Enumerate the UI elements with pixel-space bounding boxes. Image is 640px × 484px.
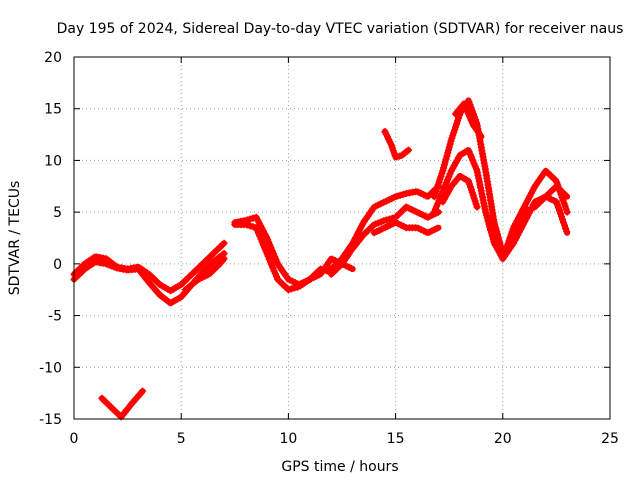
plus-markers [370, 219, 441, 237]
grid [74, 57, 610, 419]
plus-markers [430, 147, 506, 261]
series-track-9 [370, 219, 442, 237]
series-track-6 [231, 221, 335, 294]
plus-markers [452, 101, 484, 139]
series-track-14 [452, 100, 485, 140]
y-axis-label: SDTVAR / TECUs [7, 181, 23, 296]
plus-markers [327, 203, 442, 278]
series-track-4 [98, 387, 147, 421]
plus-markers [439, 173, 481, 211]
y-tick-label: -15 [39, 412, 62, 428]
x-tick-label: 10 [279, 431, 297, 447]
x-tick-label: 25 [601, 431, 619, 447]
series-track-13 [439, 172, 481, 211]
series-track-10 [381, 128, 412, 161]
y-tick-label: -10 [39, 360, 62, 376]
x-tick-label: 5 [177, 431, 186, 447]
y-tick-label: 5 [53, 205, 62, 221]
x-tick-label: 15 [387, 431, 405, 447]
plus-markers [231, 221, 334, 294]
x-tick-label: 20 [494, 431, 512, 447]
series-track-3 [182, 255, 228, 294]
ticks: 0 5 10 15 20 25 -15 -10 -5 0 5 10 15 20 [39, 50, 619, 447]
chart-title: Day 195 of 2024, Sidereal Day-to-day VTE… [57, 21, 624, 37]
y-tick-label: 20 [44, 50, 62, 66]
plus-markers [381, 128, 412, 161]
y-tick-label: -5 [48, 309, 62, 325]
plus-markers [182, 255, 228, 294]
x-tick-label: 0 [70, 431, 79, 447]
plot-frame [73, 56, 611, 420]
y-tick-label: 15 [44, 102, 62, 118]
y-tick-label: 10 [44, 153, 62, 169]
series-track-11 [430, 97, 506, 257]
series-track-12 [430, 147, 506, 262]
plus-markers [510, 183, 570, 237]
x-axis-label: GPS time / hours [281, 459, 398, 475]
y-tick-label: 0 [53, 257, 62, 273]
plus-markers [98, 387, 147, 421]
frame [73, 56, 611, 420]
series-track-17 [510, 183, 571, 237]
series-band [231, 221, 335, 293]
plus-markers [430, 98, 506, 256]
series-track-8 [327, 203, 442, 278]
data-layer [70, 97, 571, 421]
